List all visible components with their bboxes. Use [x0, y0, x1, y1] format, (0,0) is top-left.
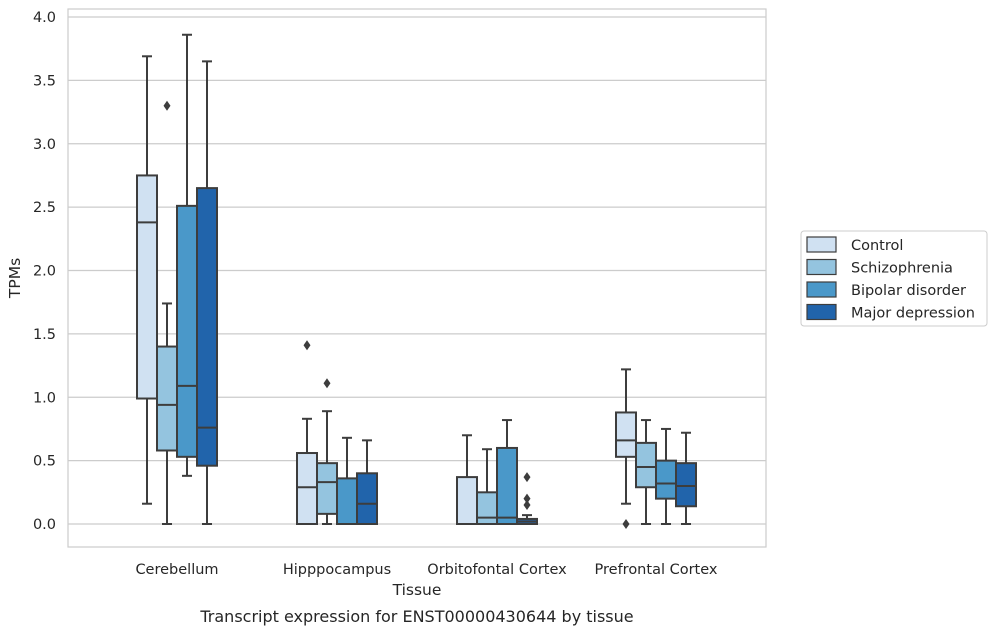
- legend-frame: [800, 230, 988, 327]
- outlier-point: [523, 493, 531, 504]
- x-tick-label: Orbitofontal Cortex: [427, 562, 567, 578]
- legend-label-major-depression: Major depression: [851, 306, 975, 322]
- x-axis-title: Tissue: [392, 581, 442, 599]
- outlier-point: [163, 100, 171, 111]
- outlier-point: [323, 378, 331, 389]
- box-iqr: [456, 476, 478, 526]
- y-tick-label: 1.5: [33, 327, 56, 343]
- y-axis-title: TPMs: [6, 258, 24, 299]
- box-iqr: [176, 204, 198, 458]
- y-tick-label: 0.5: [33, 454, 56, 470]
- box-iqr: [156, 345, 178, 452]
- box-cerebellum-major-depression: [196, 60, 218, 525]
- box-iqr: [296, 452, 318, 525]
- legend: Control Schizophrenia Bipolar disorder Majo…: [800, 230, 988, 327]
- box-iqr: [675, 462, 697, 508]
- outlier-point: [523, 472, 531, 483]
- plot-frame: [67, 8, 767, 548]
- y-tick-label: 2.5: [33, 200, 56, 216]
- box-orbitofontal-cortex-bipolar-disorder: [496, 419, 518, 526]
- y-tick-label: 3.5: [33, 73, 56, 89]
- legend-swatch-schizophrenia: [806, 258, 837, 276]
- box-cerebellum-schizophrenia: [156, 100, 178, 525]
- box-hipppocampus-schizophrenia: [316, 378, 338, 525]
- y-tick-label: 1.0: [33, 390, 56, 406]
- box-iqr: [615, 411, 637, 458]
- y-tick-label: 3.0: [33, 137, 56, 153]
- legend-swatch-control: [806, 236, 837, 253]
- y-tick-label: 2.0: [33, 264, 56, 280]
- y-tick-label: 4.0: [33, 10, 56, 26]
- box-iqr: [635, 441, 657, 489]
- outlier-point: [622, 519, 630, 529]
- box-hipppocampus-control: [296, 340, 318, 525]
- box-iqr: [316, 462, 338, 515]
- box-cerebellum-bipolar-disorder: [176, 33, 198, 477]
- legend-label-bipolar-disorder: Bipolar disorder: [851, 283, 966, 299]
- chart-caption: Transcript expression for ENST0000043064…: [199, 607, 633, 626]
- box-iqr: [476, 491, 498, 525]
- outlier-point: [523, 499, 531, 510]
- x-tick-labels: Cerebellum Hipppocampus Orbitofontal Corte…: [135, 562, 717, 578]
- boxes: [136, 33, 697, 529]
- box-iqr: [496, 446, 518, 526]
- box-prefrontal-cortex-major-depression: [675, 431, 697, 525]
- box-iqr: [196, 187, 218, 467]
- x-tick-label: Cerebellum: [135, 562, 218, 578]
- box-iqr: [356, 472, 378, 525]
- box-orbitofontal-cortex-major-depression: [516, 472, 538, 525]
- legend-label-control: Control: [851, 238, 903, 254]
- x-tick-label: Hipppocampus: [283, 562, 391, 578]
- box-prefrontal-cortex-bipolar-disorder: [655, 427, 677, 525]
- legend-swatch-bipolar-disorder: [806, 281, 837, 298]
- y-tick-label: 0.0: [33, 517, 56, 533]
- box-orbitofontal-cortex-control: [456, 434, 478, 526]
- box-prefrontal-cortex-schizophrenia: [635, 419, 657, 525]
- legend-swatch-major-depression: [806, 303, 837, 321]
- box-iqr: [336, 477, 358, 525]
- y-tick-labels: 0.0 0.5 1.0 1.5 2.0 2.5 3.0 3.5 4.0: [33, 10, 56, 533]
- box-hipppocampus-major-depression: [356, 439, 378, 525]
- x-tick-label: Prefrontal Cortex: [595, 562, 718, 578]
- box-hipppocampus-bipolar-disorder: [336, 436, 358, 525]
- legend-label-schizophrenia: Schizophrenia: [851, 261, 953, 277]
- box-iqr: [655, 459, 677, 500]
- box-cerebellum-control: [136, 55, 158, 505]
- box-iqr: [136, 174, 158, 400]
- outlier-point: [303, 340, 311, 351]
- box-prefrontal-cortex-control: [615, 368, 637, 529]
